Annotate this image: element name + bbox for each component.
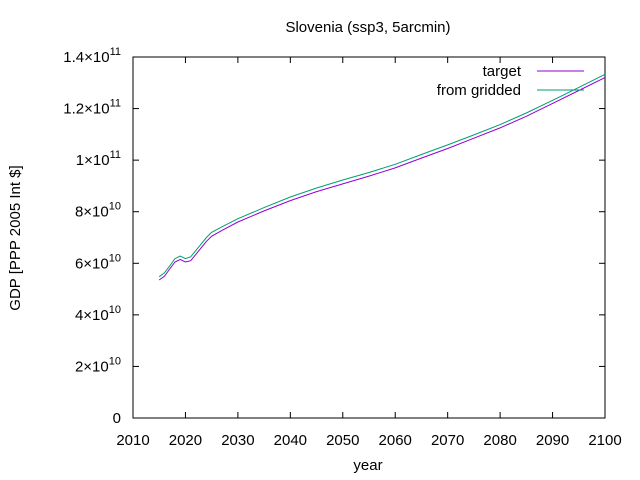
y-axis-label: GDP [PPP 2005 Int $] xyxy=(7,165,24,310)
x-tick-label: 2080 xyxy=(483,432,516,449)
x-tick-label: 2010 xyxy=(116,432,149,449)
series-line-from-gridded xyxy=(158,73,606,278)
y-tick-label: 1×1011 xyxy=(76,149,121,169)
chart-title: Slovenia (ssp3, 5arcmin) xyxy=(285,19,450,36)
y-tick-label: 0 xyxy=(113,410,121,427)
y-tick-label: 2×1010 xyxy=(75,355,121,375)
x-tick-label: 2050 xyxy=(326,432,359,449)
y-tick-label: 1.4×1011 xyxy=(63,46,121,66)
y-tick-label: 8×1010 xyxy=(75,201,121,221)
y-axis: 0 2×1010 4×1010 6×1010 8×1010 1×1011 1.2×1011 1… xyxy=(63,46,605,427)
x-tick-label: 2020 xyxy=(169,432,202,449)
x-tick-label: 2090 xyxy=(536,432,569,449)
plot-frame xyxy=(132,56,606,419)
series-line-target xyxy=(158,77,606,281)
y-tick-label: 1.2×1011 xyxy=(63,98,121,118)
x-tick-label: 2100 xyxy=(588,432,621,449)
x-axis: 2010 2020 2030 2040 2050 2060 2070 2080 2090 2100 xyxy=(116,57,622,449)
series-layer xyxy=(158,73,606,281)
x-tick-label: 2030 xyxy=(221,432,254,449)
x-tick-label: 2040 xyxy=(274,432,307,449)
legend-label: from gridded xyxy=(437,82,521,99)
y-tick-label: 4×1010 xyxy=(75,304,121,324)
legend-label: target xyxy=(483,63,522,80)
legend: target from gridded xyxy=(437,63,584,99)
x-tick-label: 2070 xyxy=(431,432,464,449)
y-tick-label: 6×1010 xyxy=(75,252,121,272)
x-tick-label: 2060 xyxy=(379,432,412,449)
x-axis-label: year xyxy=(353,457,382,474)
